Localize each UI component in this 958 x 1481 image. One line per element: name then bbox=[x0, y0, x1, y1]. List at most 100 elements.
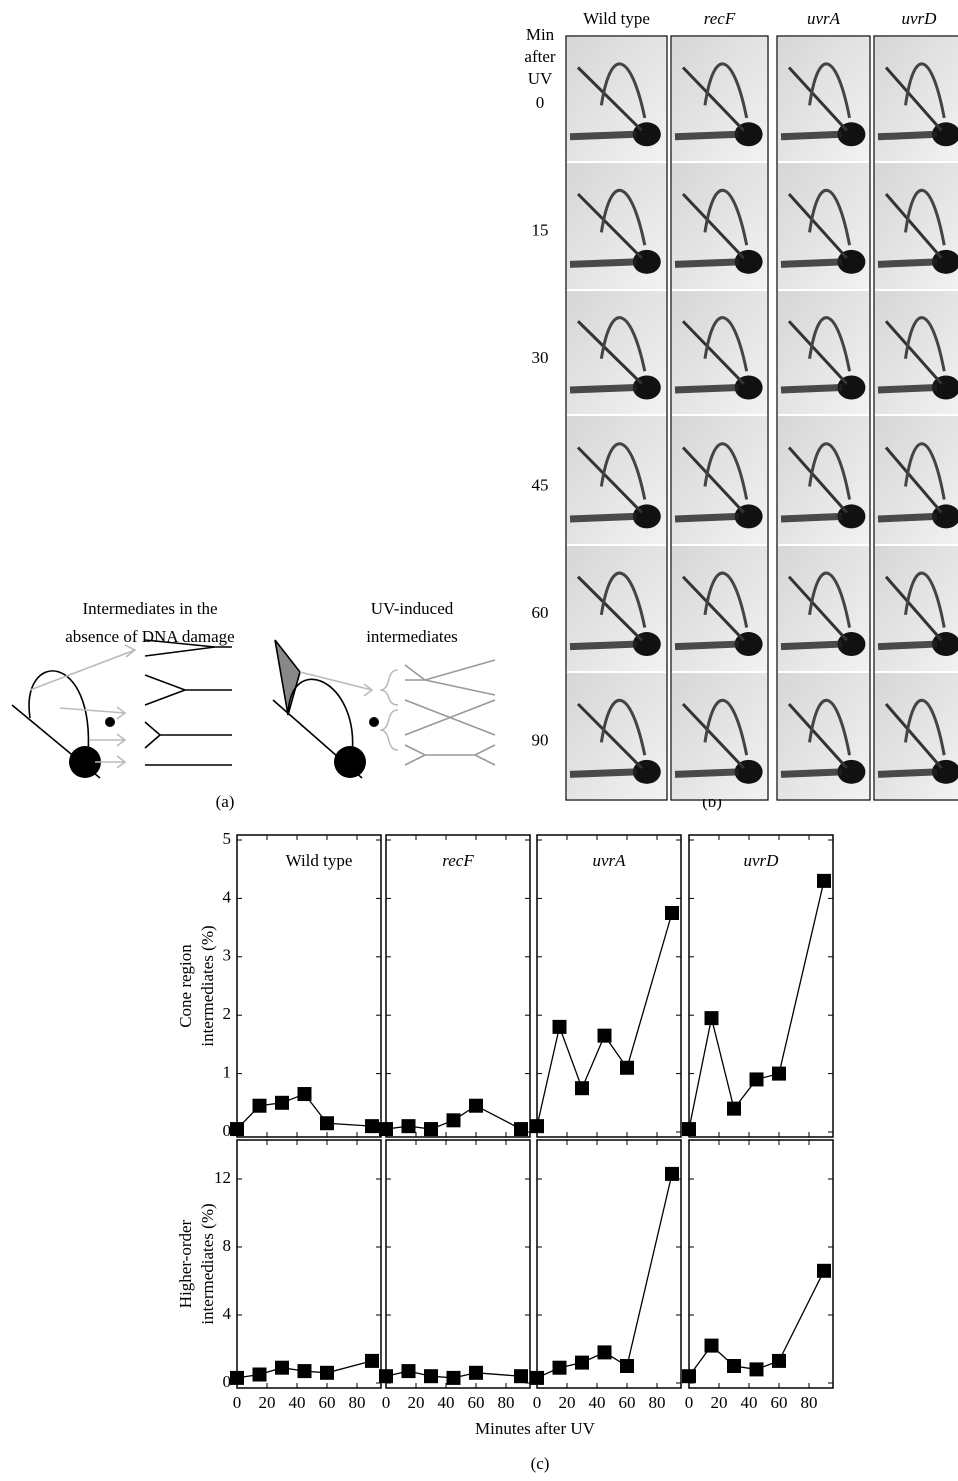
data-marker bbox=[446, 1113, 461, 1128]
data-marker bbox=[704, 1011, 719, 1026]
x-tick-label: 20 bbox=[408, 1393, 425, 1412]
data-marker bbox=[704, 1338, 719, 1353]
data-marker bbox=[749, 1072, 764, 1087]
y-tick-label: 1 bbox=[223, 1063, 232, 1082]
gel-arc bbox=[681, 192, 745, 260]
row-header: Min bbox=[526, 25, 555, 44]
data-marker bbox=[401, 1119, 416, 1134]
gel-image bbox=[672, 673, 767, 799]
gel-image bbox=[567, 291, 666, 414]
data-marker bbox=[665, 1166, 679, 1181]
x-tick-label: 0 bbox=[685, 1393, 694, 1412]
data-marker bbox=[727, 1359, 741, 1373]
gel-image bbox=[778, 546, 869, 671]
gel-smear bbox=[877, 384, 938, 394]
x-tick-label: 80 bbox=[801, 1393, 818, 1412]
gel-arc bbox=[884, 193, 943, 259]
data-marker bbox=[230, 1370, 244, 1385]
gel-arc bbox=[787, 192, 848, 260]
x-tick-label: 20 bbox=[711, 1393, 728, 1412]
gel-smear bbox=[877, 640, 938, 651]
data-marker bbox=[379, 1369, 393, 1384]
gel-arc bbox=[576, 446, 643, 514]
gel-arc bbox=[787, 66, 848, 132]
data-marker bbox=[597, 1028, 612, 1043]
data-marker bbox=[252, 1098, 267, 1113]
data-line bbox=[536, 912, 673, 1127]
gel-arc bbox=[904, 442, 946, 500]
data-marker bbox=[514, 1122, 528, 1137]
gel-arc bbox=[576, 66, 643, 132]
gel-arc bbox=[904, 62, 946, 119]
y-axis-label: intermediates (%) bbox=[198, 1203, 217, 1324]
gel-image bbox=[875, 416, 958, 544]
x-tick-label: 80 bbox=[349, 1393, 366, 1412]
row-label: 45 bbox=[532, 475, 549, 494]
gel-smear bbox=[569, 130, 637, 141]
column-header: recF bbox=[704, 9, 736, 28]
data-marker bbox=[320, 1116, 334, 1131]
gel-smear bbox=[569, 768, 637, 778]
x-tick-label: 60 bbox=[619, 1393, 636, 1412]
chart-title: uvrD bbox=[744, 851, 780, 870]
gel-arc bbox=[681, 575, 745, 642]
gel-smear bbox=[674, 384, 740, 394]
x-tick-label: 80 bbox=[649, 1393, 666, 1412]
y-tick-label: 3 bbox=[223, 946, 232, 965]
gel-arc bbox=[884, 575, 943, 642]
caption: intermediates bbox=[366, 627, 458, 646]
gel-image bbox=[567, 546, 666, 671]
column-header: Wild type bbox=[583, 9, 650, 28]
x-tick-label: 60 bbox=[468, 1393, 485, 1412]
x-axis-label: Minutes after UV bbox=[475, 1419, 596, 1438]
gel-arc bbox=[703, 442, 749, 500]
gel-image bbox=[567, 163, 666, 289]
x-tick-label: 40 bbox=[289, 1393, 306, 1412]
row-label: 15 bbox=[532, 220, 549, 239]
gel-arc bbox=[576, 320, 643, 385]
x-tick-label: 0 bbox=[533, 1393, 542, 1412]
gel-arc bbox=[599, 316, 647, 372]
data-marker bbox=[817, 873, 831, 888]
gel-image bbox=[567, 416, 666, 544]
plot-frame bbox=[236, 1139, 382, 1389]
gel-image bbox=[778, 673, 869, 799]
gel-arc bbox=[681, 702, 745, 770]
data-marker bbox=[620, 1060, 634, 1075]
column-header: uvrA bbox=[807, 9, 841, 28]
gel-image bbox=[672, 416, 767, 544]
data-marker bbox=[469, 1098, 483, 1113]
gel-image bbox=[875, 37, 958, 161]
plot-frame bbox=[688, 834, 834, 1138]
gel-arc bbox=[904, 698, 946, 756]
gel-smear bbox=[569, 384, 637, 394]
gel-arc bbox=[576, 702, 643, 770]
gel-smear bbox=[780, 384, 843, 394]
data-marker bbox=[252, 1367, 267, 1382]
caption: UV-induced bbox=[371, 599, 454, 618]
gel-smear bbox=[780, 640, 843, 651]
data-marker bbox=[749, 1362, 764, 1377]
y-tick-label: 4 bbox=[223, 1304, 232, 1323]
gel-arc bbox=[884, 703, 943, 769]
chart-title: Wild type bbox=[286, 851, 353, 870]
data-marker bbox=[552, 1360, 567, 1375]
x-tick-label: 0 bbox=[233, 1393, 242, 1412]
gel-smear bbox=[674, 512, 740, 523]
x-tick-label: 20 bbox=[559, 1393, 576, 1412]
gel-arc bbox=[904, 571, 946, 628]
data-marker bbox=[446, 1370, 461, 1385]
gel-smear bbox=[569, 512, 637, 523]
gel-image bbox=[567, 673, 666, 799]
data-marker bbox=[727, 1101, 741, 1116]
gel-frame bbox=[670, 35, 769, 801]
data-marker bbox=[597, 1345, 612, 1360]
gel-arc bbox=[703, 698, 749, 756]
gel-arc bbox=[808, 62, 852, 119]
data-marker bbox=[365, 1119, 379, 1134]
plot-frame bbox=[536, 1139, 682, 1389]
gel-smear bbox=[674, 258, 740, 268]
y-tick-label: 0 bbox=[223, 1121, 232, 1140]
data-marker bbox=[275, 1360, 289, 1375]
data-marker bbox=[379, 1122, 393, 1137]
